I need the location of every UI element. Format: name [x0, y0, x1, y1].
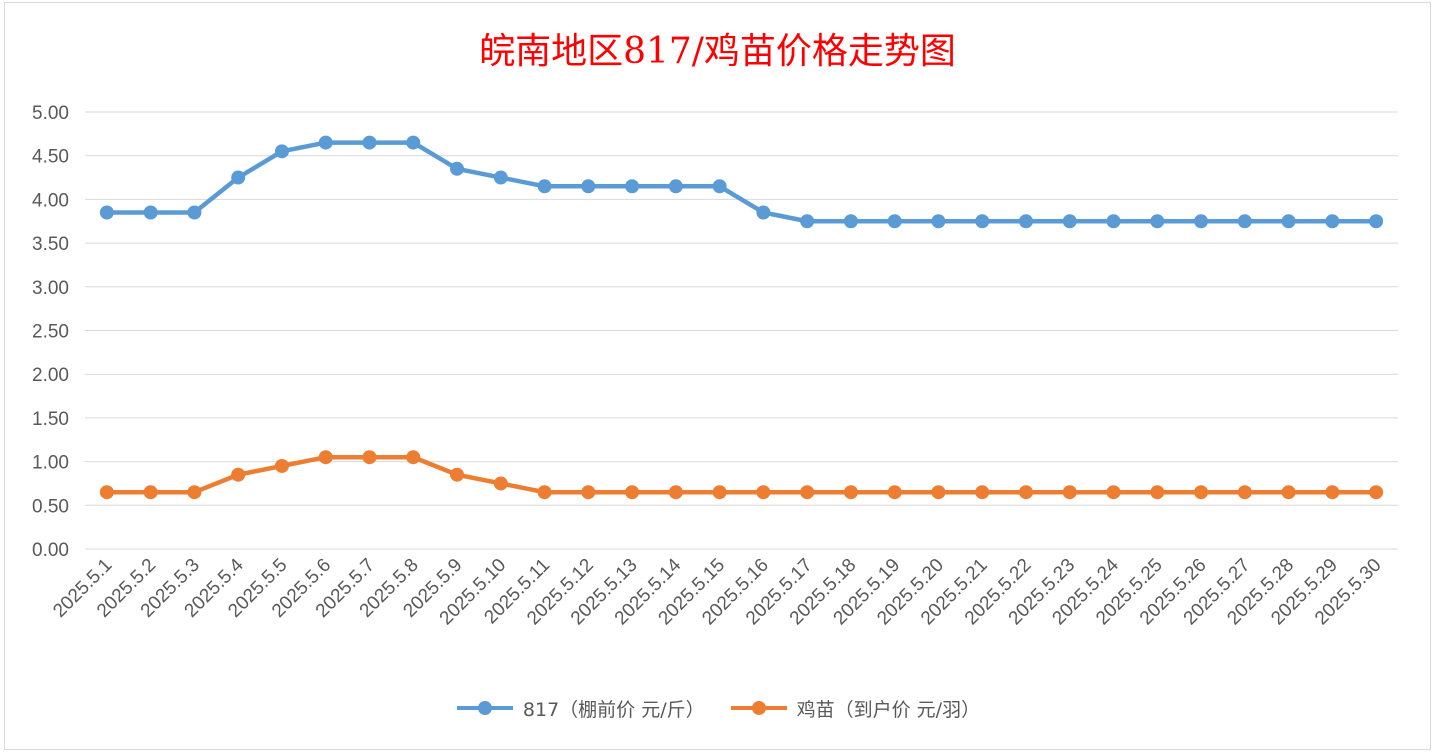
data-point — [450, 467, 465, 482]
data-point — [800, 214, 815, 229]
data-point — [318, 450, 333, 465]
data-point — [362, 135, 377, 150]
data-point — [1150, 214, 1165, 229]
y-tick-label: 1.50 — [32, 409, 69, 430]
data-point — [756, 485, 771, 500]
data-point — [843, 214, 858, 229]
y-tick-label: 4.50 — [32, 147, 69, 168]
data-point — [581, 485, 596, 500]
data-point — [581, 179, 596, 194]
data-point — [887, 214, 902, 229]
y-tick-label: 2.50 — [32, 322, 69, 343]
data-point — [450, 161, 465, 176]
data-point — [537, 179, 552, 194]
data-point — [406, 135, 421, 150]
data-point — [712, 179, 727, 194]
y-tick-label: 0.00 — [32, 540, 69, 561]
data-point — [187, 205, 202, 220]
data-point — [1194, 214, 1209, 229]
y-tick-label: 0.50 — [32, 496, 69, 517]
legend: 817（棚前价 元/斤） 鸡苗（到户价 元/羽） — [0, 694, 1435, 722]
legend-swatch-817 — [456, 701, 513, 715]
y-tick-label: 3.50 — [32, 234, 69, 255]
series-line — [106, 140, 1377, 224]
data-point — [1106, 214, 1121, 229]
data-point — [1018, 485, 1033, 500]
data-point — [1062, 485, 1077, 500]
legend-item-817: 817（棚前价 元/斤） — [455, 694, 705, 722]
y-tick-label: 3.00 — [32, 278, 69, 299]
data-point — [1194, 485, 1209, 500]
data-point — [975, 485, 990, 500]
series-layer — [99, 135, 1384, 500]
data-point — [931, 485, 946, 500]
y-tick-label: 4.00 — [32, 190, 69, 211]
data-point — [668, 485, 683, 500]
data-point — [231, 467, 246, 482]
data-point — [493, 170, 508, 185]
series-1 — [99, 450, 1384, 500]
data-point — [406, 450, 421, 465]
data-point — [274, 458, 289, 473]
series-line — [106, 454, 1377, 495]
data-point — [625, 179, 640, 194]
legend-swatch-chick — [730, 701, 787, 715]
data-point — [668, 179, 683, 194]
data-point — [1369, 214, 1384, 229]
data-point — [231, 170, 246, 185]
legend-item-chick: 鸡苗（到户价 元/羽） — [729, 694, 980, 722]
data-point — [625, 485, 640, 500]
data-point — [187, 485, 202, 500]
data-point — [537, 485, 552, 500]
data-point — [1325, 214, 1340, 229]
x-axis-ticks: 2025.5.12025.5.22025.5.32025.5.42025.5.5… — [49, 554, 1385, 629]
y-axis-ticks: 0.00 0.50 1.00 1.50 2.00 2.50 3.00 3.50 4.00 4.50… — [32, 103, 69, 561]
series-0 — [99, 135, 1384, 229]
data-point — [1237, 485, 1252, 500]
data-point — [274, 144, 289, 159]
legend-label-chick: 鸡苗（到户价 元/羽） — [796, 698, 981, 721]
data-point — [1369, 485, 1384, 500]
y-tick-label: 5.00 — [32, 103, 69, 124]
y-tick-label: 2.00 — [32, 365, 69, 386]
y-tick-label: 1.00 — [32, 453, 69, 474]
data-point — [756, 205, 771, 220]
data-point — [99, 485, 114, 500]
data-point — [143, 205, 158, 220]
data-point — [1150, 485, 1165, 500]
data-point — [1237, 214, 1252, 229]
data-point — [318, 135, 333, 150]
data-point — [1325, 485, 1340, 500]
data-point — [975, 214, 990, 229]
chart-frame — [4, 2, 1431, 750]
grid-lines — [85, 111, 1398, 550]
data-point — [931, 214, 946, 229]
data-point — [1062, 214, 1077, 229]
chart-title: 皖南地区817/鸡苗价格走势图 — [479, 31, 956, 72]
data-point — [887, 485, 902, 500]
data-point — [1106, 485, 1121, 500]
data-point — [1281, 214, 1296, 229]
data-point — [362, 450, 377, 465]
data-point — [143, 485, 158, 500]
data-point — [1281, 485, 1296, 500]
data-point — [99, 205, 114, 220]
data-point — [1018, 214, 1033, 229]
data-point — [843, 485, 858, 500]
data-point — [800, 485, 815, 500]
data-point — [493, 476, 508, 491]
data-point — [712, 485, 727, 500]
legend-label-817: 817（棚前价 元/斤） — [522, 698, 705, 721]
